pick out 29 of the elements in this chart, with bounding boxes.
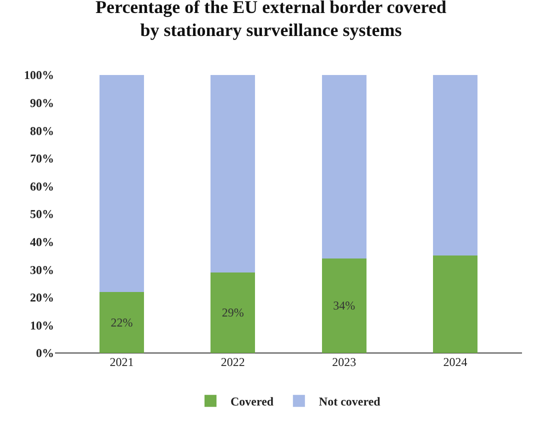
- x-tick-label: 2024: [443, 355, 468, 369]
- bar: [210, 272, 256, 353]
- x-tick-label: 2023: [332, 355, 356, 369]
- bar: [210, 75, 256, 272]
- y-tick-label: 100%: [24, 68, 54, 82]
- legend-label: Covered: [230, 394, 274, 409]
- y-tick-label: 70%: [30, 152, 54, 166]
- bar: [99, 75, 144, 292]
- data-label: 34%: [333, 298, 356, 313]
- y-tick-label: 90%: [30, 96, 54, 110]
- y-tick-label: 30%: [30, 262, 54, 277]
- bar: [433, 256, 478, 353]
- bar: [322, 75, 366, 258]
- x-tick-label: 2021: [110, 355, 134, 369]
- y-tick-label: 80%: [30, 124, 54, 138]
- data-label: 22%: [110, 315, 133, 330]
- legend-label: Not covered: [318, 394, 381, 409]
- chart-title: Percentage of the EU external border covered by stationary surveillance systems: [96, 0, 446, 40]
- x-tick-label: 2022: [220, 355, 245, 369]
- y-tick-label: 10%: [30, 318, 54, 332]
- y-tick-label: 40%: [30, 235, 54, 249]
- y-tick-label: 0%: [36, 346, 54, 360]
- bar: [99, 292, 144, 353]
- y-tick-label: 60%: [30, 179, 54, 194]
- bar: [433, 75, 478, 256]
- y-tick-label: 20%: [30, 290, 54, 305]
- data-label: 29%: [222, 306, 244, 320]
- y-tick-label: 50%: [30, 207, 54, 222]
- bar: [322, 258, 366, 353]
